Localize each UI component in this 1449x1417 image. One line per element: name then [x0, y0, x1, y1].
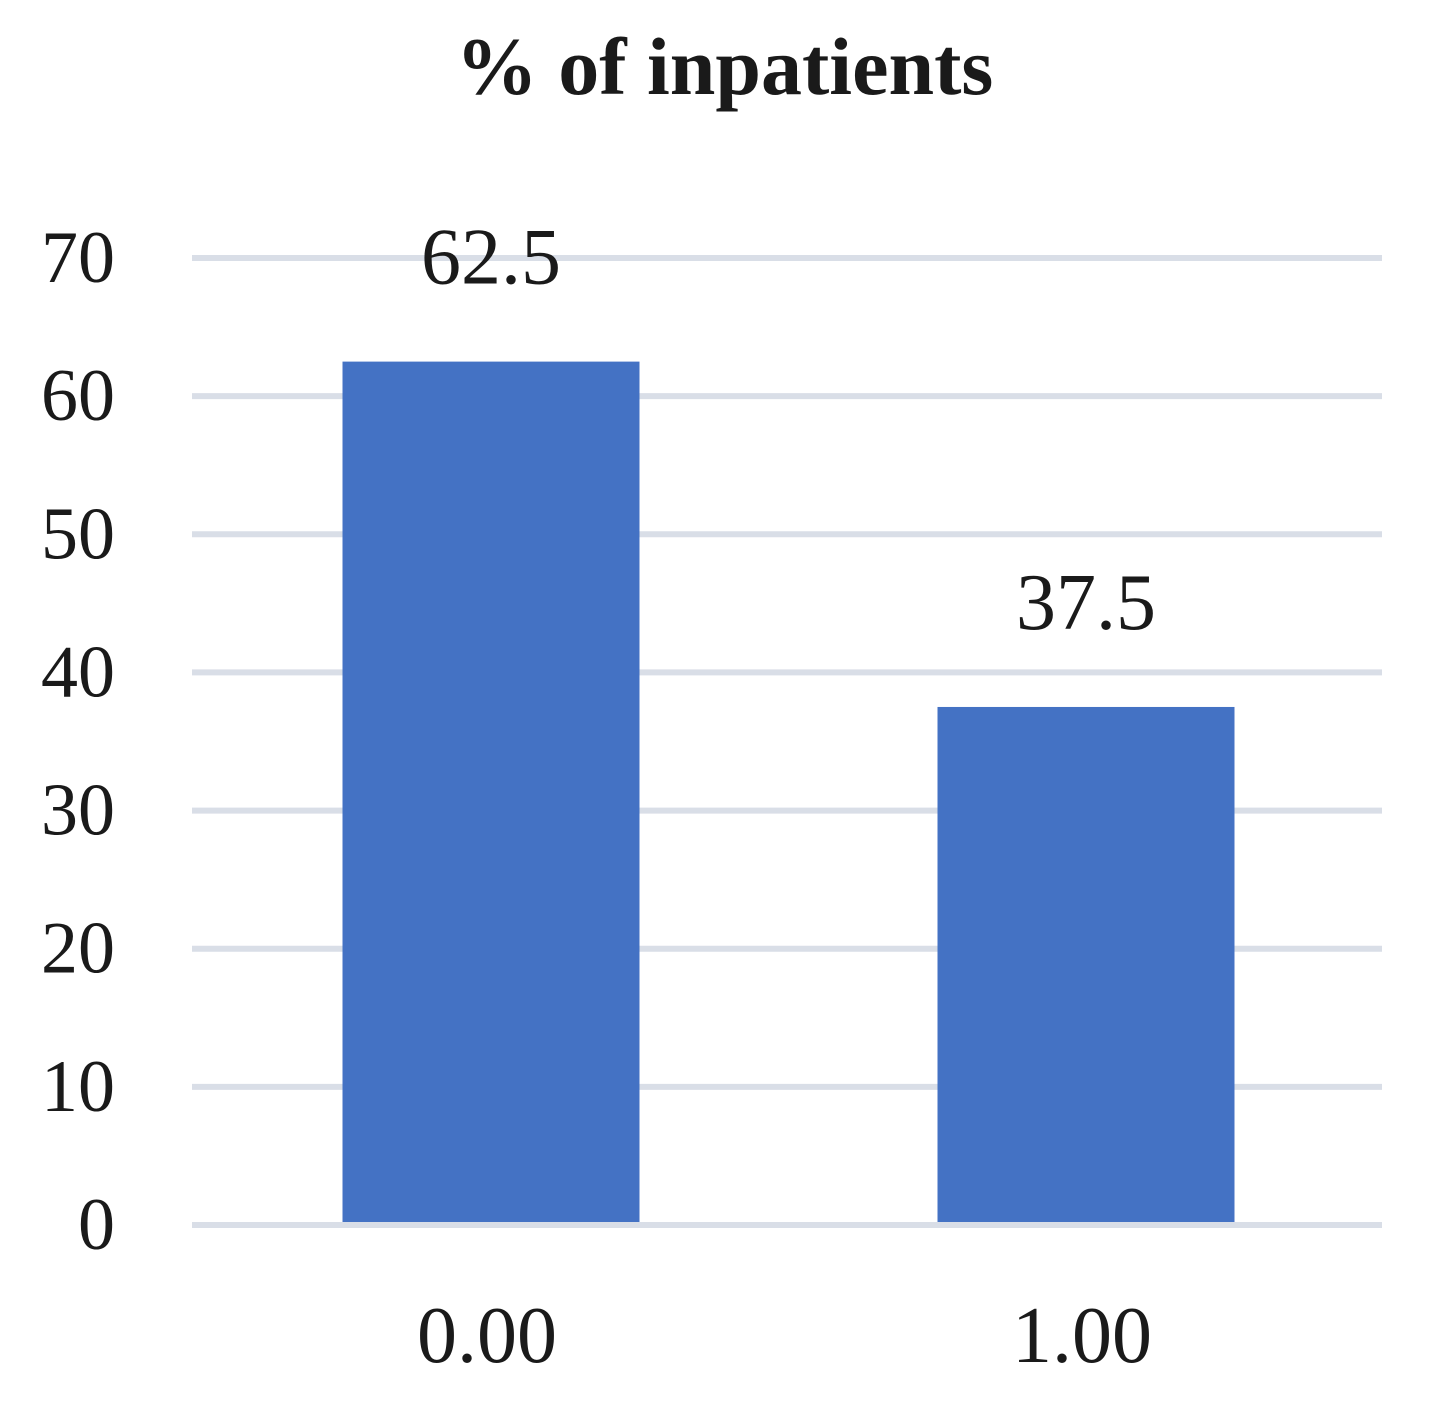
chart-title: % of inpatients — [455, 21, 994, 112]
data-label: 62.5 — [421, 214, 561, 302]
y-tick-label: 10 — [41, 1046, 115, 1128]
data-label: 37.5 — [1016, 559, 1156, 647]
x-category-label: 1.00 — [1012, 1292, 1152, 1380]
y-tick-label: 60 — [41, 355, 115, 437]
y-tick-label: 40 — [41, 631, 115, 713]
x-category-label: 0.00 — [417, 1292, 557, 1380]
data-labels: 62.5 37.5 — [421, 214, 1156, 647]
bar — [342, 361, 640, 1222]
y-axis-tick-labels: 0 10 20 30 40 50 60 70 — [41, 217, 115, 1266]
x-axis-category-labels: 0.00 1.00 — [417, 1292, 1152, 1380]
y-tick-label: 30 — [41, 770, 115, 852]
bar — [937, 706, 1235, 1222]
y-tick-label: 50 — [41, 493, 115, 575]
bars — [342, 361, 1235, 1222]
y-tick-label: 70 — [41, 217, 115, 299]
y-tick-label: 0 — [78, 1184, 115, 1266]
y-tick-label: 20 — [41, 908, 115, 990]
